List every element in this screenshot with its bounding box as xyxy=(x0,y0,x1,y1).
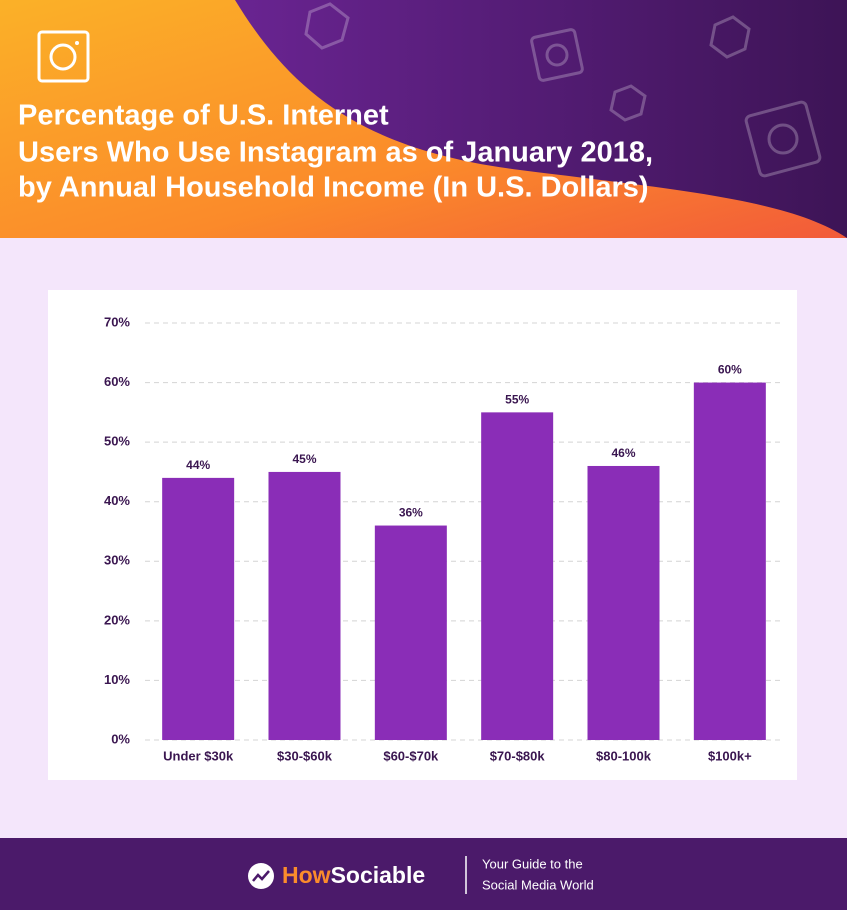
instagram-icon xyxy=(37,30,90,83)
y-tick-label: 30% xyxy=(104,553,130,568)
y-tick-label: 20% xyxy=(104,612,130,627)
header-decoration xyxy=(304,2,822,178)
value-label: 60% xyxy=(718,363,742,377)
x-tick-label: Under $30k xyxy=(163,748,234,763)
title-line: Percentage of U.S. Internet xyxy=(18,100,389,132)
x-tick-label: $30-$60k xyxy=(277,748,333,763)
title-line: by Annual Household Income (In U.S. Doll… xyxy=(18,172,649,204)
bar xyxy=(162,477,235,740)
footer-band xyxy=(0,838,847,910)
x-tick-label: $70-$80k xyxy=(490,748,546,763)
value-label: 36% xyxy=(399,506,423,520)
x-tick-label: $100k+ xyxy=(708,748,752,763)
y-tick-label: 40% xyxy=(104,493,130,508)
bar xyxy=(481,412,554,740)
footer-logo xyxy=(248,863,274,889)
x-tick-label: $80-100k xyxy=(596,748,652,763)
x-tick-label: $60-$70k xyxy=(383,748,439,763)
bar xyxy=(268,471,341,740)
y-tick-label: 60% xyxy=(104,374,130,389)
value-label: 55% xyxy=(505,393,529,407)
title-line: Users Who Use Instagram as of January 20… xyxy=(18,137,653,169)
header-blob xyxy=(0,0,847,238)
y-tick-label: 50% xyxy=(104,434,130,449)
bar xyxy=(374,525,447,740)
footer-tagline: Social Media World xyxy=(482,877,594,892)
plot-area: 0% 10% 20% 30% 40% 50% 60% 70% Under $30k 44% $30-… xyxy=(104,314,783,763)
y-tick-label: 10% xyxy=(104,672,130,687)
y-tick-label: 70% xyxy=(104,314,130,329)
footer-tagline: Your Guide to the xyxy=(482,856,583,871)
title: Percentage of U.S. Internet Users Who Us… xyxy=(18,100,653,204)
value-label: 44% xyxy=(186,458,210,472)
bar xyxy=(587,465,660,740)
value-label: 46% xyxy=(611,446,635,460)
y-tick-label: 0% xyxy=(111,731,130,746)
brand-suffix: Sociable xyxy=(331,862,426,888)
value-label: 45% xyxy=(292,452,316,466)
brand-prefix: How xyxy=(282,862,331,888)
footer-brand: HowSociable xyxy=(282,862,425,888)
bar xyxy=(693,382,766,740)
